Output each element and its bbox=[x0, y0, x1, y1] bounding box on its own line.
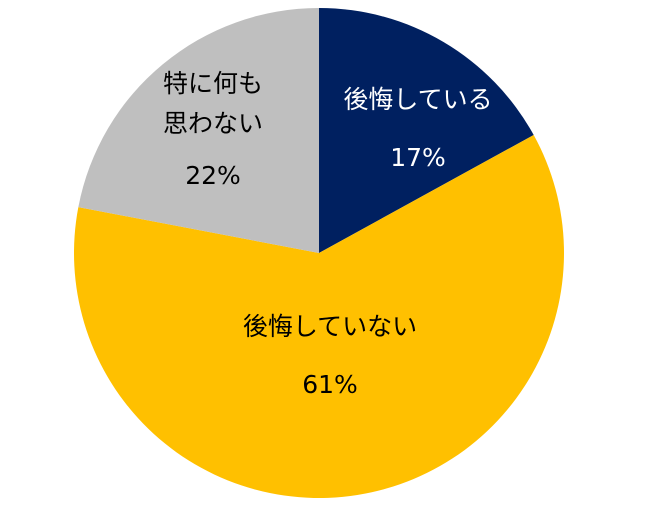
pie-slice bbox=[78, 8, 319, 253]
slice-label: 思わない bbox=[163, 109, 263, 138]
slice-value-label: 61% bbox=[302, 370, 358, 399]
pie-slice bbox=[319, 8, 534, 253]
slice-value-label: 17% bbox=[390, 143, 446, 172]
slice-label: 後悔している bbox=[343, 85, 492, 114]
slice-label: 後悔していない bbox=[243, 312, 417, 341]
slice-value-label: 22% bbox=[185, 161, 241, 190]
pie-slice bbox=[74, 134, 564, 499]
slice-label: 特に何も bbox=[163, 69, 263, 98]
